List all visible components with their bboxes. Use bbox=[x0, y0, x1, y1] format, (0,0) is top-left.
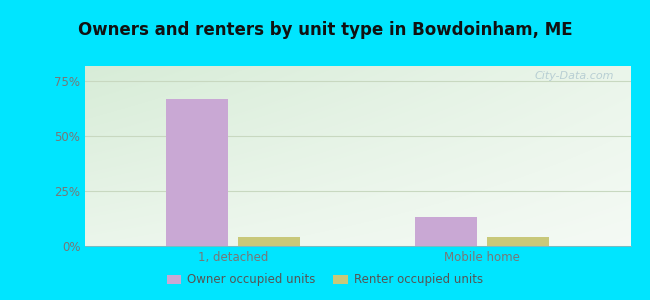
Bar bbox=[415, 218, 476, 246]
Legend: Owner occupied units, Renter occupied units: Owner occupied units, Renter occupied un… bbox=[162, 269, 488, 291]
Text: Owners and renters by unit type in Bowdoinham, ME: Owners and renters by unit type in Bowdo… bbox=[78, 21, 572, 39]
Text: City-Data.com: City-Data.com bbox=[534, 71, 614, 81]
Bar bbox=[166, 99, 228, 246]
Bar bbox=[239, 237, 300, 246]
Bar bbox=[487, 237, 549, 246]
